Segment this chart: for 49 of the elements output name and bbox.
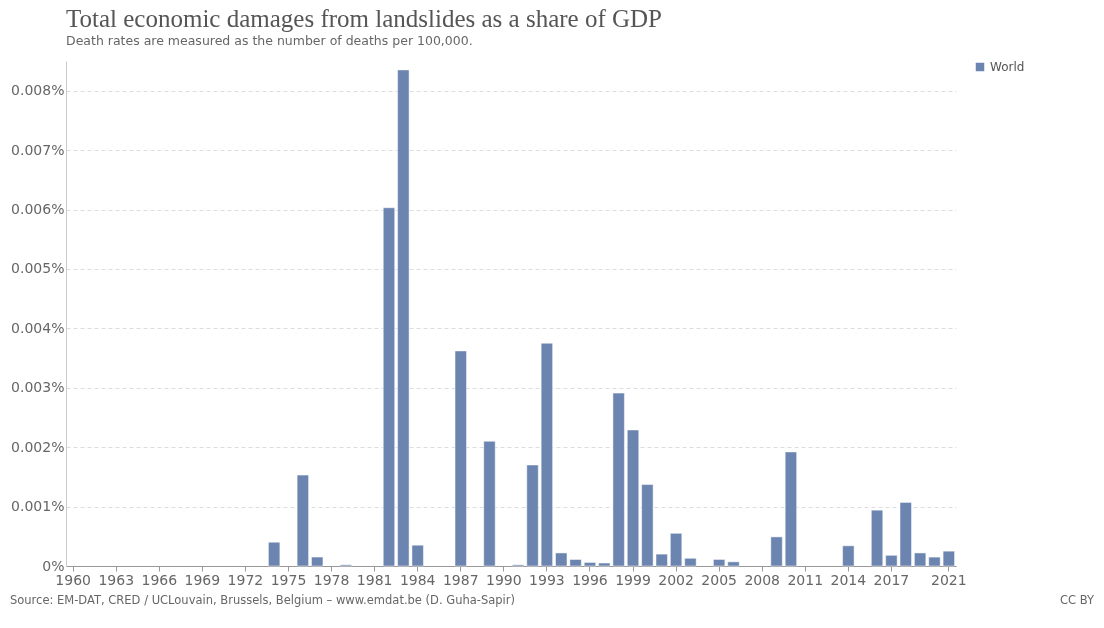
x-tick-label: 1975 xyxy=(270,571,307,588)
x-tick-label: 1984 xyxy=(399,571,436,588)
bar xyxy=(268,541,281,567)
bar xyxy=(483,440,496,567)
bar xyxy=(684,558,697,567)
bar xyxy=(770,536,783,567)
x-tick-label: 1963 xyxy=(98,571,135,588)
y-tick-label: 0.006% xyxy=(11,201,65,218)
bar xyxy=(627,429,640,567)
x-tick-label: 2014 xyxy=(830,571,867,588)
x-tick-label: 1978 xyxy=(313,571,350,588)
y-tick-label: 0.008% xyxy=(11,82,65,99)
x-tick-label: 1999 xyxy=(615,571,651,588)
x-tick-label: 1987 xyxy=(442,571,479,588)
chart-subtitle: Death rates are measured as the number of deaths per 100,000. xyxy=(66,32,473,48)
x-tick-label: 2008 xyxy=(744,571,781,588)
x-tick-label: 1972 xyxy=(227,571,264,588)
x-tick-label: 1966 xyxy=(141,571,178,588)
bar xyxy=(784,451,797,567)
bar xyxy=(296,474,309,567)
bar xyxy=(670,533,683,567)
bar xyxy=(842,545,855,567)
x-tick-label: 1993 xyxy=(529,571,565,588)
x-tick-label: 1990 xyxy=(486,571,522,588)
bar xyxy=(871,509,884,567)
y-tick-label: 0.002% xyxy=(11,438,65,455)
y-tick-label: 0.005% xyxy=(11,260,65,277)
x-tick-label: 1981 xyxy=(356,571,393,588)
y-tick-label: 0.003% xyxy=(11,379,65,396)
x-tick-label: 1969 xyxy=(184,571,221,588)
x-tick-label: 2005 xyxy=(701,571,737,588)
x-tick-label: 2011 xyxy=(787,571,824,588)
source-note: Source: EM-DAT, CRED / UCLouvain, Brussels, Belgium – www.emdat.be (D. Guha-Sapir) xyxy=(10,593,515,607)
x-tick-label: 2017 xyxy=(873,571,910,588)
x-tick-label: 2002 xyxy=(658,571,694,588)
bar xyxy=(311,556,324,567)
chart-title: Total economic damages from landslides as a share of GDP xyxy=(66,4,662,32)
bar xyxy=(583,562,596,567)
x-tick-label: 1960 xyxy=(55,571,91,588)
y-tick-label: 0% xyxy=(42,557,65,574)
bar xyxy=(382,207,395,567)
bar xyxy=(454,350,467,567)
text: CC BY xyxy=(1059,593,1094,607)
x-tick-label: 1996 xyxy=(572,571,608,588)
y-tick-label: 0.004% xyxy=(11,319,65,336)
legend-label: World xyxy=(990,60,1025,74)
y-tick-label: 0.001% xyxy=(11,498,65,515)
y-tick-label: 0.007% xyxy=(11,141,65,158)
x-tick-label: 2021 xyxy=(931,571,967,588)
